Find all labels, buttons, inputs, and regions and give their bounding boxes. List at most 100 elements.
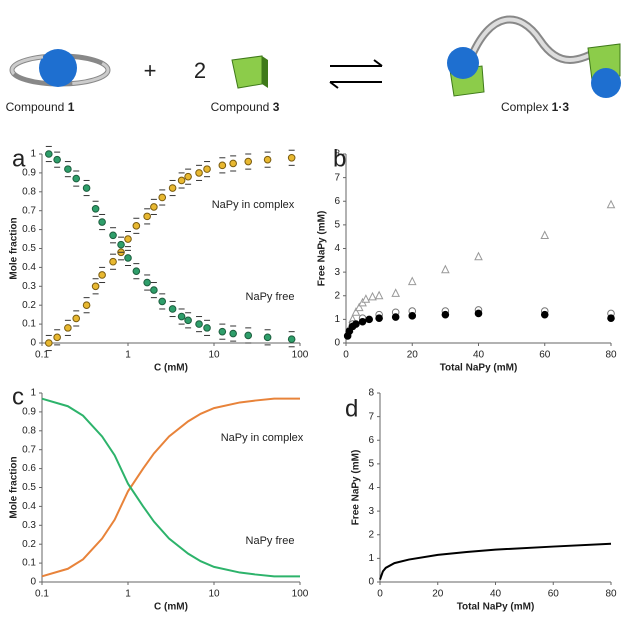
y-tick-label: 0.1 [22,558,36,569]
complex-number: 1·3 [552,100,570,114]
marker [124,254,132,262]
marker [64,324,72,332]
panel-label: b [333,145,346,172]
marker [203,324,211,332]
y-tick-label: 8 [334,149,340,160]
y-tick-label: 0.3 [22,520,36,531]
y-tick-label: 1 [334,314,340,325]
marker [218,161,227,170]
y-tick-label: 0.6 [22,224,36,235]
marker [82,184,91,192]
y-tick-label: 0 [368,577,374,588]
marker [53,155,61,164]
y-tick-label: 1 [30,149,36,160]
y-tick-label: 0.5 [22,482,36,493]
y-tick-label: 0.8 [22,186,36,197]
x-tick-label: 10 [208,350,220,361]
y-tick-label: 5 [334,220,340,231]
line [41,397,300,578]
y-axis-title: Free NaPy (mM) [351,450,362,526]
compound-name: Compound [211,100,270,114]
y-axis-title: Free NaPy (mM) [317,211,328,287]
x-axis-title: C (mM) [154,363,188,374]
y-tick-label: 0.8 [22,425,36,436]
compound-3-icon [231,55,268,89]
marker [361,294,371,303]
marker [408,312,417,320]
x-tick-label: 80 [605,589,617,600]
complex-name: Complex [501,100,548,114]
y-tick-label: 0.4 [22,501,36,512]
marker [441,264,450,274]
marker [540,310,549,319]
compound-number: 1 [68,100,75,114]
y-tick-label: 0.6 [22,463,36,474]
compound-1-icon [9,49,111,87]
x-tick-label: 100 [292,589,309,600]
marker [287,153,296,162]
compound-3-label: Compound 3 [211,100,280,114]
line [41,397,300,578]
marker [474,309,483,318]
y-tick-label: 7 [368,411,374,422]
x-tick-label: 0.1 [35,589,49,600]
y-tick-label: 0.1 [22,319,36,330]
y-tick-label: 6 [368,435,374,446]
marker [72,174,81,183]
x-tick-label: 1 [125,589,131,600]
marker [132,267,141,275]
complex-label: Complex 1·3 [501,100,569,114]
marker [407,276,417,286]
x-tick-label: 40 [473,350,485,361]
panel-label: d [345,395,358,422]
marker [229,159,237,168]
marker [143,212,151,221]
coefficient: 2 [194,58,206,83]
marker [124,235,132,243]
y-tick-label: 1 [368,553,374,564]
line [379,542,612,580]
marker [606,199,616,209]
y-tick-label: 5 [368,459,374,470]
marker [358,317,367,326]
marker [195,169,203,177]
marker [184,316,192,325]
x-tick-label: 60 [548,589,560,600]
marker [263,155,272,164]
y-tick-label: 0 [30,338,36,349]
annotation: NaPy in complex [221,432,304,444]
marker [244,157,253,166]
marker [474,251,483,261]
marker [177,312,186,321]
marker [263,333,272,342]
marker [368,291,377,301]
marker [109,231,117,240]
compound-1-label: Compound 1 [6,100,75,114]
marker [82,301,91,310]
x-tick-label: 20 [407,350,419,361]
x-tick-label: 10 [208,589,220,600]
y-tick-label: 0.9 [22,168,36,179]
marker [91,282,100,291]
y-tick-label: 3 [368,506,374,517]
marker [91,205,100,213]
marker [195,320,203,328]
marker [53,333,61,342]
x-tick-label: 0 [377,589,383,600]
y-tick-label: 0 [30,577,36,588]
y-tick-label: 4 [334,243,340,254]
marker [177,176,186,185]
equilibrium-arrows [329,59,383,89]
marker [540,230,550,240]
marker [150,203,158,211]
y-tick-label: 3 [334,267,340,278]
marker [441,310,450,319]
marker [375,314,383,322]
x-tick-label: 40 [490,589,502,600]
y-tick-label: 1 [30,388,36,399]
y-tick-label: 6 [334,196,340,207]
marker [158,297,167,306]
panel-label: a [12,145,26,172]
marker [374,290,384,300]
